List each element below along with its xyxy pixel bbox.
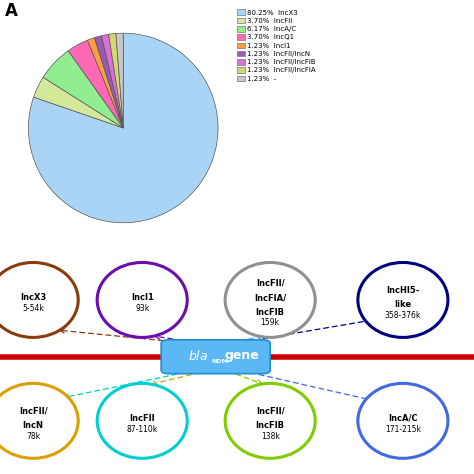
Wedge shape	[88, 37, 123, 128]
Ellipse shape	[0, 263, 78, 337]
Text: IncFIB: IncFIB	[255, 421, 285, 430]
Text: IncFII/: IncFII/	[256, 279, 284, 288]
Text: 87-110k: 87-110k	[127, 425, 158, 434]
Text: 5-54k: 5-54k	[22, 304, 44, 313]
Ellipse shape	[225, 263, 315, 337]
Ellipse shape	[358, 383, 448, 458]
Ellipse shape	[97, 263, 187, 337]
Text: IncFII/: IncFII/	[19, 407, 47, 416]
Wedge shape	[34, 77, 123, 128]
Ellipse shape	[0, 383, 78, 458]
Text: IncN: IncN	[23, 421, 44, 430]
Text: 138k: 138k	[261, 432, 280, 441]
Wedge shape	[28, 33, 218, 223]
Wedge shape	[94, 36, 123, 128]
Text: IncFII: IncFII	[129, 414, 155, 423]
Text: A: A	[5, 2, 18, 20]
Ellipse shape	[97, 383, 187, 458]
Text: 78k: 78k	[26, 432, 40, 441]
Text: NDM: NDM	[211, 359, 228, 364]
Wedge shape	[116, 33, 123, 128]
Text: IncFIB: IncFIB	[255, 308, 285, 317]
Text: IncI1: IncI1	[131, 293, 154, 302]
Wedge shape	[68, 40, 123, 128]
FancyBboxPatch shape	[161, 340, 270, 374]
Text: 159k: 159k	[261, 319, 280, 328]
Ellipse shape	[358, 263, 448, 337]
Text: 93k: 93k	[135, 304, 149, 313]
Text: 358-376k: 358-376k	[385, 311, 421, 320]
Wedge shape	[43, 51, 123, 128]
Text: gene: gene	[224, 349, 259, 362]
Text: IncX3: IncX3	[20, 293, 46, 302]
Wedge shape	[109, 34, 123, 128]
Text: 171-215k: 171-215k	[385, 425, 421, 434]
Text: IncFIA/: IncFIA/	[254, 293, 286, 302]
Ellipse shape	[225, 383, 315, 458]
Wedge shape	[101, 34, 123, 128]
Text: IncHI5-: IncHI5-	[386, 286, 419, 295]
Text: IncFII/: IncFII/	[256, 407, 284, 416]
Text: $bla$: $bla$	[188, 348, 209, 363]
Legend: 80.25%  IncX3, 3.70%  IncFII, 6.17%  IncA/C, 3.70%  IncQ1, 1.23%  IncI1, 1.23%  : 80.25% IncX3, 3.70% IncFII, 6.17% IncA/C…	[237, 9, 316, 82]
Text: IncA/C: IncA/C	[388, 414, 418, 423]
Text: like: like	[394, 301, 411, 309]
